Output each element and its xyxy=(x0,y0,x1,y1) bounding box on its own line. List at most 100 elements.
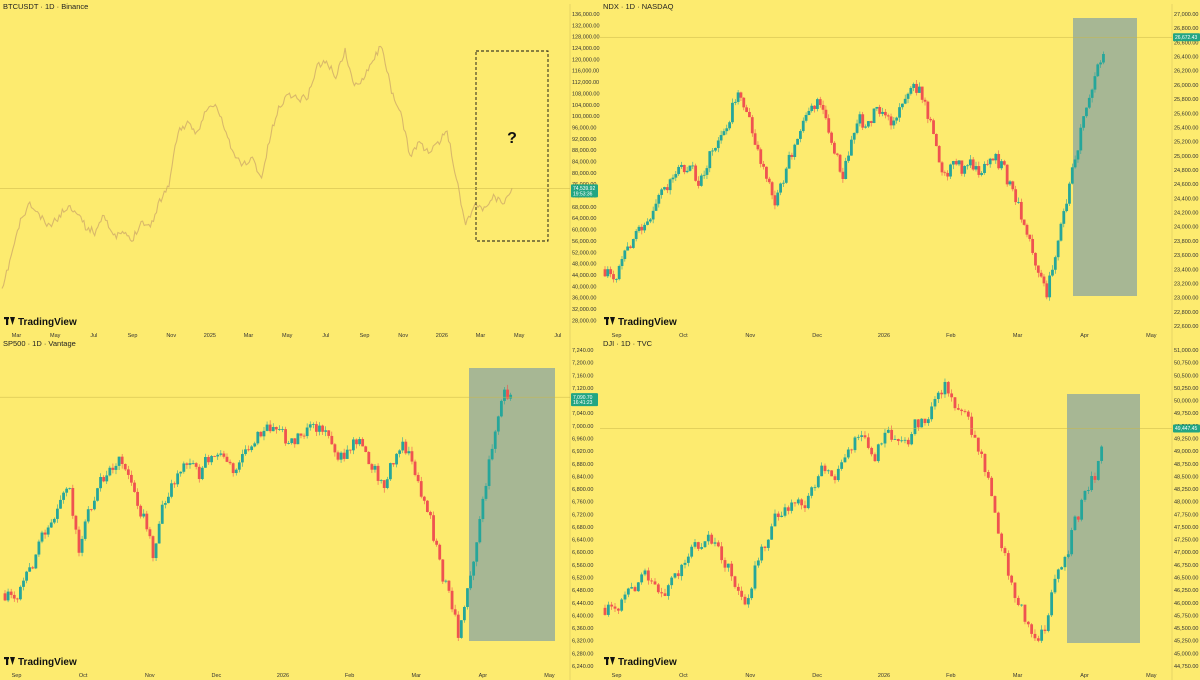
candle xyxy=(367,450,371,465)
candle xyxy=(770,181,774,200)
candle xyxy=(1059,222,1063,242)
candle xyxy=(3,590,7,602)
candle xyxy=(1051,265,1054,277)
candle xyxy=(886,113,890,121)
chart-title: SP500 · 1D · Vantage xyxy=(3,339,76,348)
candle xyxy=(99,473,102,492)
candle xyxy=(1085,107,1088,118)
candle xyxy=(278,425,281,431)
candle xyxy=(898,103,901,122)
y-tick-label: 45,750.00 xyxy=(1174,613,1198,619)
candle xyxy=(71,484,75,519)
x-tick-label: 2026 xyxy=(436,333,448,339)
last-price-tag xyxy=(1173,33,1200,42)
candle xyxy=(872,108,876,124)
x-tick-label: Mar xyxy=(411,673,421,679)
last-price-label: 49,447.45 xyxy=(1175,426,1197,432)
candle xyxy=(787,151,791,169)
candle xyxy=(290,438,294,445)
y-tick-label: 6,880.00 xyxy=(572,462,593,468)
candle xyxy=(210,455,213,466)
candle xyxy=(1048,271,1052,301)
y-tick-label: 26,600.00 xyxy=(1174,40,1198,46)
candle xyxy=(509,392,513,401)
candle xyxy=(432,511,435,543)
candle xyxy=(893,435,897,440)
candle xyxy=(640,572,644,585)
y-tick-label: 40,000.00 xyxy=(572,284,596,290)
y-tick-label: 50,500.00 xyxy=(1174,373,1198,379)
x-tick-label: Sep xyxy=(12,673,22,679)
candle xyxy=(1043,625,1047,634)
candle xyxy=(906,92,910,104)
candle xyxy=(456,611,460,642)
candle xyxy=(126,465,130,480)
y-tick-label: 7,160.00 xyxy=(572,373,593,379)
candle xyxy=(19,585,22,601)
candle xyxy=(1086,486,1090,494)
candle xyxy=(726,563,730,572)
candle xyxy=(336,450,340,462)
candle xyxy=(694,163,698,182)
candle xyxy=(222,450,226,459)
candle xyxy=(816,97,819,112)
y-tick-label: 6,960.00 xyxy=(572,436,593,442)
tradingview-logo-icon-flag xyxy=(10,317,15,325)
x-tick-label: Sep xyxy=(612,333,622,339)
dji-panel: DJI · 1D · TVC 51,000.00 50,750.00 50,500.0… xyxy=(600,339,1200,680)
candle xyxy=(74,514,78,535)
last-price-tag xyxy=(571,393,598,407)
candle xyxy=(293,438,297,448)
y-tick-label: 92,000.00 xyxy=(572,137,596,143)
x-tick-label: May xyxy=(544,673,555,679)
candle xyxy=(40,530,44,544)
y-tick-label: 48,250.00 xyxy=(1174,487,1198,493)
candle xyxy=(142,509,146,519)
candle xyxy=(878,104,882,117)
candle xyxy=(773,509,777,527)
y-tick-label: 23,000.00 xyxy=(1174,296,1198,302)
candle xyxy=(803,500,807,513)
x-tick-label: Nov xyxy=(745,673,755,679)
last-price-label: 7,090.70 xyxy=(573,395,593,401)
y-tick-label: 50,750.00 xyxy=(1174,361,1198,367)
x-tick-label: Oct xyxy=(79,673,88,679)
y-tick-label: 49,000.00 xyxy=(1174,449,1198,455)
candle xyxy=(609,266,613,278)
candle xyxy=(361,437,365,447)
y-tick-label: 26,800.00 xyxy=(1174,26,1198,32)
candle xyxy=(185,462,189,469)
candle xyxy=(1102,51,1105,65)
candle xyxy=(646,567,650,585)
tradingview-logo-icon-stem xyxy=(6,657,9,665)
candle xyxy=(760,544,764,564)
candle xyxy=(970,412,974,438)
y-tick-label: 6,480.00 xyxy=(572,588,593,594)
y-tick-label: 23,800.00 xyxy=(1174,239,1198,245)
candle xyxy=(799,129,802,143)
candle xyxy=(957,159,961,167)
candle xyxy=(1090,88,1094,103)
candle xyxy=(631,238,635,249)
candle xyxy=(610,601,614,610)
candle xyxy=(358,436,361,447)
x-tick-label: Sep xyxy=(360,333,370,339)
candle xyxy=(807,107,811,116)
candle xyxy=(963,409,967,414)
candle xyxy=(920,418,924,428)
candle xyxy=(847,151,850,163)
y-tick-label: 24,200.00 xyxy=(1174,211,1198,217)
candle xyxy=(960,160,964,177)
candle xyxy=(447,580,451,594)
x-tick-label: Jul xyxy=(90,333,97,339)
candle xyxy=(956,403,960,411)
candle xyxy=(793,143,797,160)
candle xyxy=(906,437,910,447)
candle xyxy=(725,124,729,135)
candle xyxy=(810,103,814,113)
candle xyxy=(225,453,229,463)
tradingview-brand: TradingView xyxy=(18,317,77,328)
x-tick-label: 2026 xyxy=(878,333,890,339)
candle xyxy=(666,583,670,600)
candle xyxy=(96,487,99,502)
